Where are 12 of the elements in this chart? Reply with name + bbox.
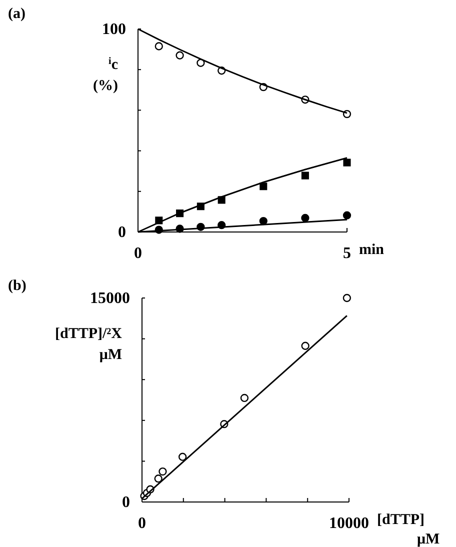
y-axis-title: [dTTP]/²X μM — [54, 326, 122, 363]
x-tick-label: 5 — [343, 245, 351, 262]
x-axis-title: min — [359, 242, 385, 258]
y-axis-title: $^{i}$c (%) — [93, 56, 118, 94]
y-tick-label: 15000 — [90, 290, 130, 308]
y-tick-label: 0 — [122, 494, 130, 512]
y-tick-label: 100 — [102, 21, 126, 38]
text: (b) — [8, 278, 26, 294]
text: (a) — [8, 6, 26, 22]
x-axis-title: [dTTP] μM — [377, 512, 440, 547]
x-tick-label: 10000 — [329, 515, 369, 532]
y-tick-label: 0 — [118, 224, 126, 242]
